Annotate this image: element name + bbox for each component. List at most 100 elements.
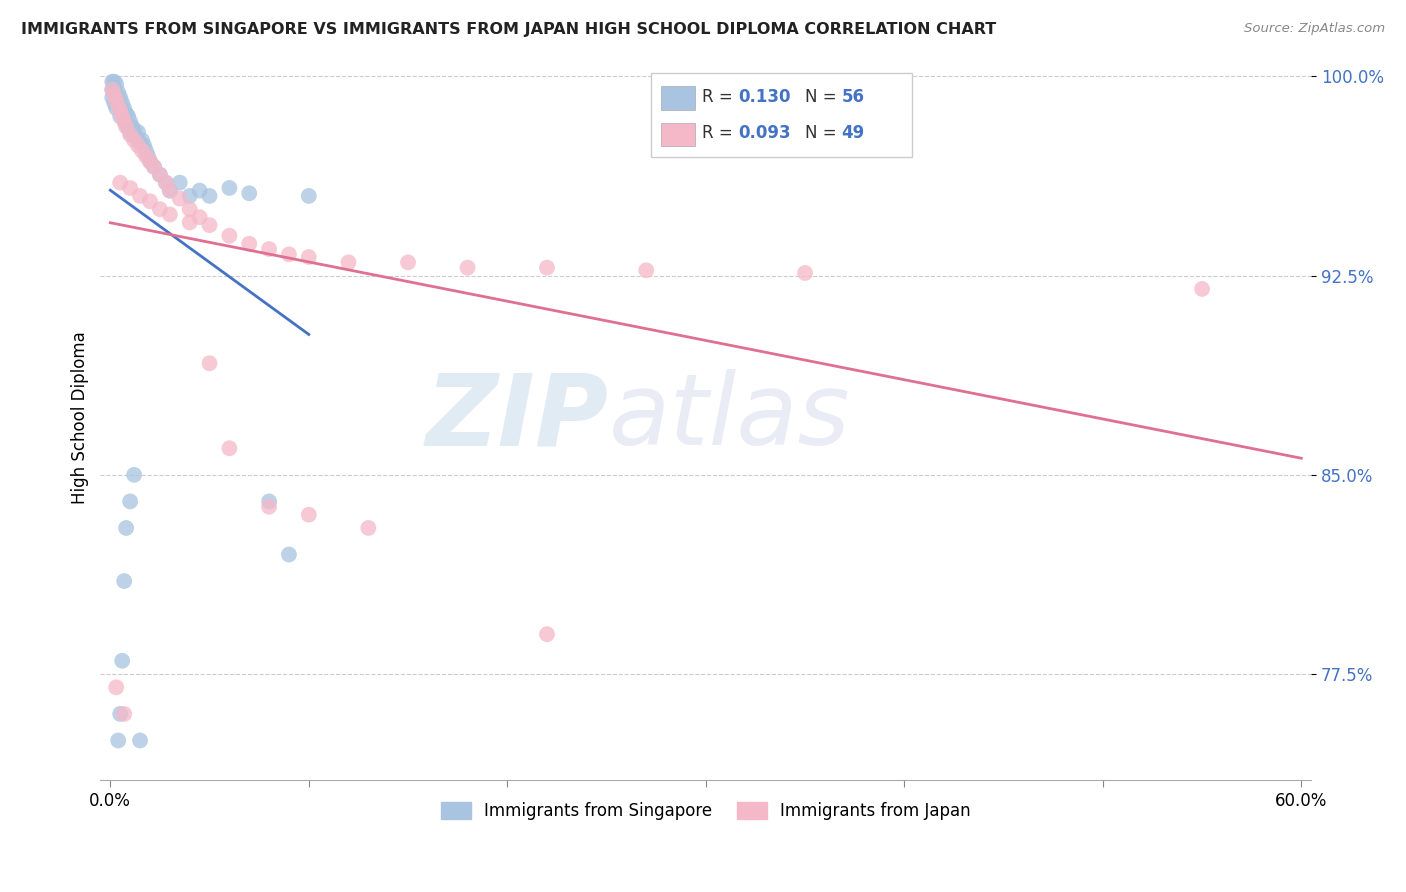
Point (115, 106, 138, 120)
Point (278, 247, 301, 261)
Point (120, 114, 142, 128)
Point (111, 654, 134, 668)
Point (298, 250, 321, 264)
Point (536, 260, 558, 275)
Point (169, 176, 191, 190)
Text: 0.130: 0.130 (738, 88, 792, 106)
Point (105, 101, 128, 115)
Point (298, 189, 321, 203)
Bar (661, 122, 695, 145)
Point (112, 574, 135, 588)
Point (139, 154, 162, 169)
FancyBboxPatch shape (651, 73, 911, 157)
Point (198, 356, 221, 370)
Point (198, 189, 221, 203)
Point (129, 733, 152, 747)
Point (101, 75, 124, 89)
Point (238, 186, 260, 201)
Point (120, 128, 142, 142)
Point (107, 95, 129, 110)
Point (257, 500, 280, 514)
Point (107, 86, 129, 100)
Point (169, 192, 191, 206)
Point (105, 78, 128, 92)
Point (101, 83, 124, 97)
Point (188, 184, 211, 198)
Point (105, 93, 128, 107)
Point (101, 90, 124, 104)
Point (198, 218, 221, 232)
Point (794, 266, 817, 280)
Legend: Immigrants from Singapore, Immigrants from Japan: Immigrants from Singapore, Immigrants fr… (434, 795, 977, 826)
Point (108, 176, 131, 190)
Point (115, 117, 138, 131)
Point (108, 109, 131, 123)
Point (636, 263, 658, 277)
Point (129, 189, 152, 203)
Point (135, 149, 157, 163)
Text: R =: R = (702, 125, 738, 143)
Point (188, 210, 211, 224)
Point (111, 109, 134, 123)
Point (298, 508, 321, 522)
Point (238, 236, 260, 251)
Point (357, 521, 380, 535)
Point (105, 87, 128, 102)
Point (136, 149, 159, 163)
Text: 56: 56 (841, 88, 865, 106)
Point (115, 120, 138, 134)
Point (120, 494, 142, 508)
Point (120, 125, 142, 139)
Point (127, 125, 149, 139)
Point (179, 189, 201, 203)
Text: N =: N = (806, 88, 842, 106)
Point (396, 255, 419, 269)
Point (112, 112, 135, 126)
Point (111, 95, 134, 110)
Point (278, 548, 301, 562)
Point (122, 128, 145, 142)
Point (159, 184, 181, 198)
Point (103, 75, 125, 89)
Text: Source: ZipAtlas.com: Source: ZipAtlas.com (1244, 22, 1385, 36)
Point (112, 101, 135, 115)
Point (129, 136, 152, 150)
Point (218, 442, 240, 456)
Point (457, 260, 479, 275)
Point (257, 242, 280, 256)
Point (218, 181, 240, 195)
Point (108, 706, 131, 721)
Point (121, 120, 143, 134)
Point (155, 176, 177, 190)
Point (179, 202, 201, 217)
Text: atlas: atlas (609, 369, 851, 467)
Point (149, 168, 172, 182)
Point (120, 181, 142, 195)
Point (139, 154, 162, 169)
Point (103, 83, 125, 97)
Point (101, 83, 124, 97)
Point (103, 95, 125, 110)
Point (107, 733, 129, 747)
Point (218, 228, 240, 243)
Point (111, 106, 134, 120)
Point (131, 144, 153, 158)
Text: 0.093: 0.093 (738, 125, 792, 143)
Point (108, 101, 131, 115)
Point (132, 138, 155, 153)
Point (337, 255, 360, 269)
Point (135, 144, 157, 158)
Text: ZIP: ZIP (426, 369, 609, 467)
Text: N =: N = (806, 125, 842, 143)
Point (149, 202, 172, 217)
Point (1191, 282, 1213, 296)
Point (112, 706, 135, 721)
Point (131, 133, 153, 147)
Point (107, 98, 129, 112)
Point (179, 215, 201, 229)
Point (127, 138, 149, 153)
Text: IMMIGRANTS FROM SINGAPORE VS IMMIGRANTS FROM JAPAN HIGH SCHOOL DIPLOMA CORRELATI: IMMIGRANTS FROM SINGAPORE VS IMMIGRANTS … (21, 22, 997, 37)
Point (122, 122, 145, 136)
Point (105, 681, 128, 695)
Point (122, 467, 145, 482)
